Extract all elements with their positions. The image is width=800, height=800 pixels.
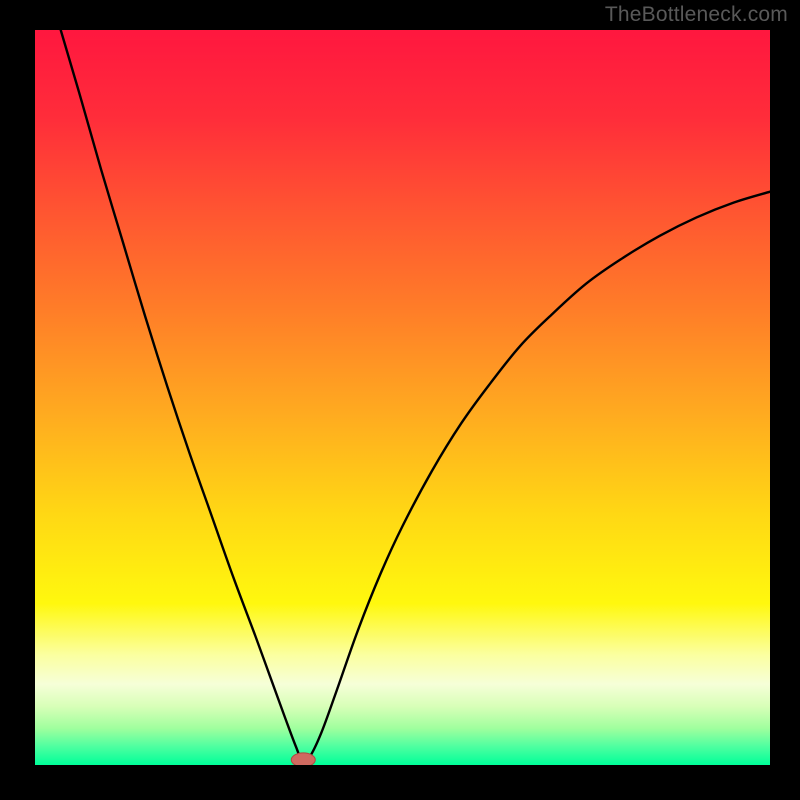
minimum-marker	[291, 753, 315, 767]
bottleneck-curve-plot	[0, 0, 800, 800]
gradient-background	[35, 30, 770, 765]
chart-container: { "canvas": { "width": 800, "height": 80…	[0, 0, 800, 800]
watermark-text: TheBottleneck.com	[605, 3, 788, 27]
